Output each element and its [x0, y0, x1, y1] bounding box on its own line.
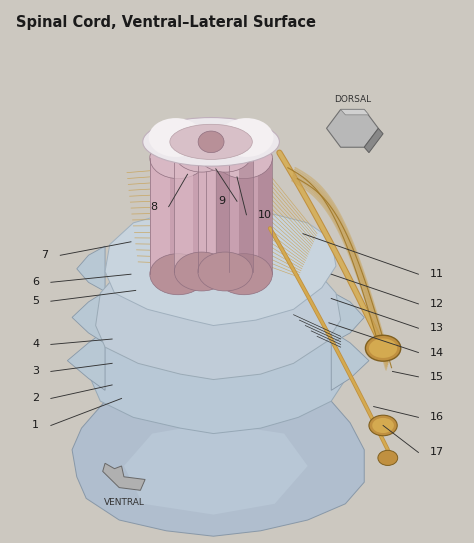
Polygon shape: [239, 153, 253, 272]
Polygon shape: [198, 153, 217, 272]
Ellipse shape: [174, 133, 229, 172]
Text: 12: 12: [430, 299, 444, 309]
Text: 4: 4: [32, 339, 39, 350]
Polygon shape: [96, 250, 341, 380]
Text: 6: 6: [32, 277, 39, 287]
Polygon shape: [331, 292, 364, 343]
Text: 8: 8: [150, 201, 157, 212]
Ellipse shape: [174, 252, 229, 291]
Text: 9: 9: [218, 196, 225, 206]
Text: 15: 15: [430, 372, 444, 382]
Polygon shape: [124, 423, 308, 515]
Text: 16: 16: [430, 412, 444, 422]
Polygon shape: [72, 358, 364, 536]
Polygon shape: [150, 158, 170, 274]
Text: 14: 14: [430, 348, 444, 357]
Ellipse shape: [219, 118, 273, 157]
Polygon shape: [174, 153, 193, 272]
Ellipse shape: [150, 137, 206, 179]
Text: 10: 10: [258, 210, 272, 220]
Text: 7: 7: [41, 250, 48, 260]
Ellipse shape: [198, 133, 253, 172]
Polygon shape: [103, 463, 145, 490]
Ellipse shape: [369, 415, 397, 435]
Polygon shape: [192, 158, 206, 274]
Ellipse shape: [372, 418, 394, 433]
Ellipse shape: [369, 338, 397, 358]
Ellipse shape: [149, 118, 203, 157]
Text: 5: 5: [32, 296, 39, 306]
Polygon shape: [150, 158, 206, 274]
Ellipse shape: [143, 117, 279, 166]
Text: 17: 17: [430, 447, 444, 457]
Text: 1: 1: [32, 420, 39, 431]
Polygon shape: [198, 153, 253, 272]
Polygon shape: [216, 158, 236, 274]
Ellipse shape: [216, 254, 273, 295]
Text: Spinal Cord, Ventral–Lateral Surface: Spinal Cord, Ventral–Lateral Surface: [16, 15, 316, 30]
Ellipse shape: [150, 254, 206, 295]
Text: 2: 2: [32, 394, 39, 403]
Ellipse shape: [378, 450, 398, 465]
Ellipse shape: [216, 137, 273, 179]
Text: 11: 11: [430, 269, 444, 279]
Polygon shape: [364, 128, 383, 153]
Polygon shape: [105, 207, 336, 325]
Ellipse shape: [365, 335, 401, 361]
Polygon shape: [258, 158, 273, 274]
Polygon shape: [341, 110, 369, 115]
Text: VENTRAL: VENTRAL: [103, 498, 145, 507]
Polygon shape: [327, 110, 378, 147]
Ellipse shape: [170, 124, 252, 160]
Polygon shape: [67, 331, 105, 390]
Text: 13: 13: [430, 323, 444, 333]
Polygon shape: [72, 292, 105, 343]
Polygon shape: [77, 246, 105, 292]
Ellipse shape: [198, 131, 224, 153]
Polygon shape: [216, 158, 273, 274]
Text: DORSAL: DORSAL: [334, 95, 371, 104]
Text: 3: 3: [32, 367, 39, 376]
Polygon shape: [91, 310, 346, 433]
Polygon shape: [331, 331, 369, 390]
Ellipse shape: [198, 252, 253, 291]
Polygon shape: [215, 153, 229, 272]
Polygon shape: [174, 153, 229, 272]
